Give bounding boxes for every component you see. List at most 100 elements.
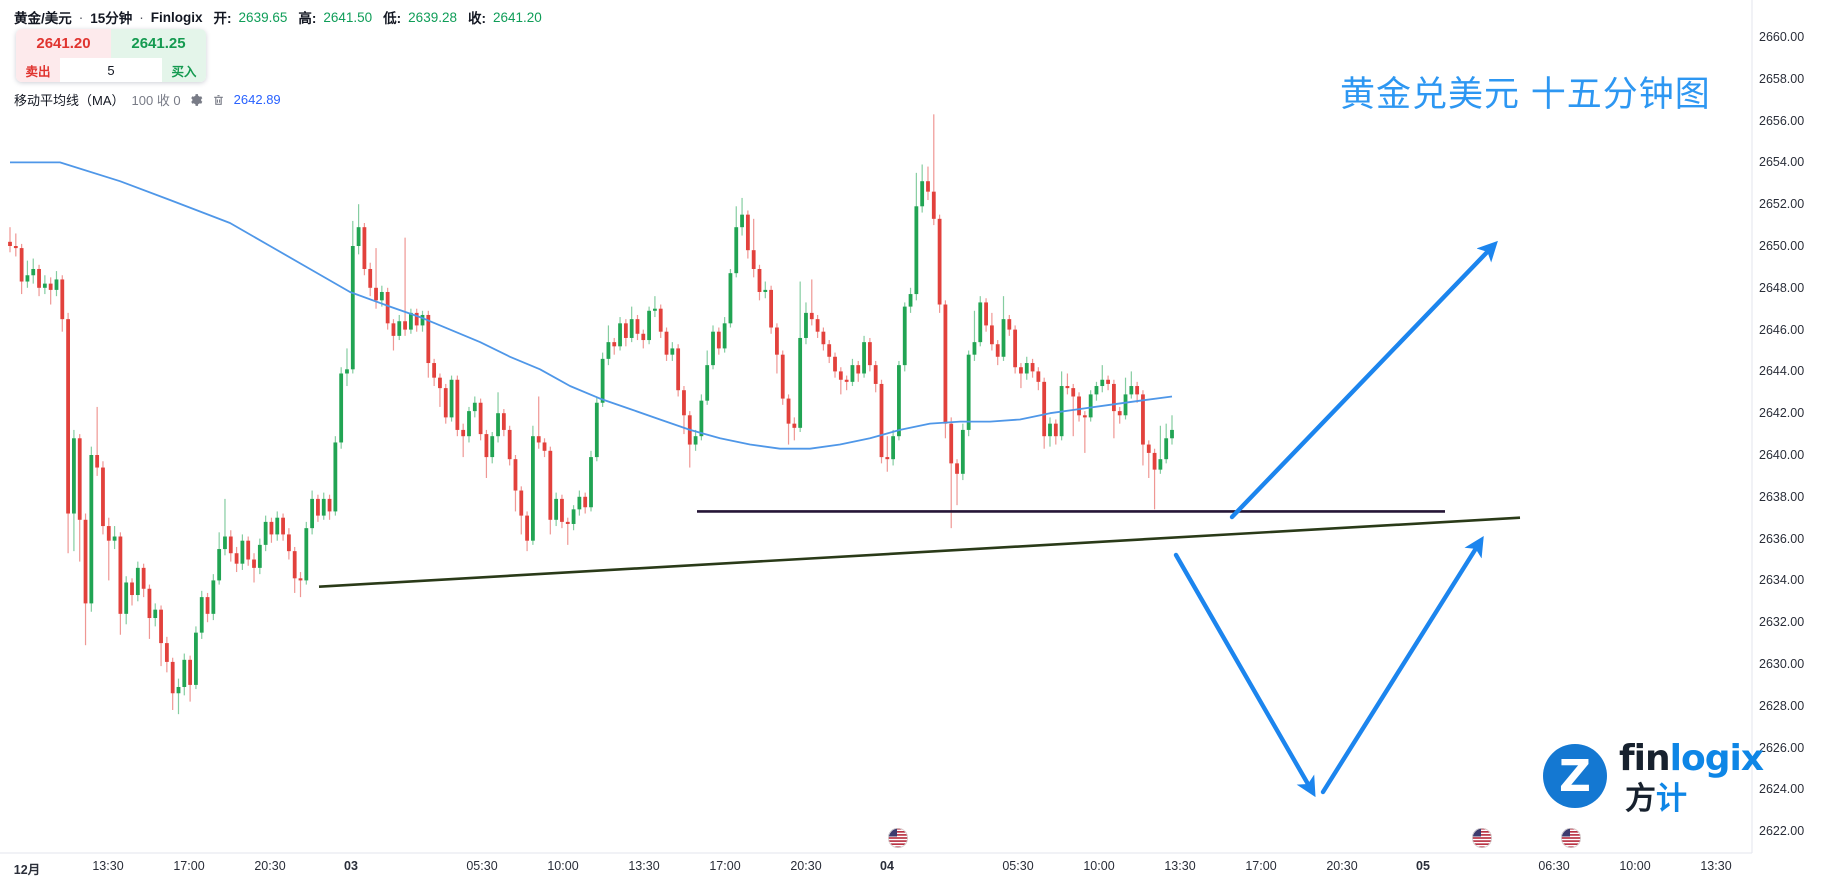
time-tick-label: 13:30 (1700, 859, 1732, 873)
candle-up (693, 429, 698, 451)
candle-up (54, 271, 59, 297)
candle-up (589, 450, 593, 512)
time-tick-label: 10:00 (547, 859, 579, 873)
candle-down (943, 300, 948, 439)
candle-down (426, 310, 431, 378)
time-tick-label: 10:00 (1083, 859, 1115, 873)
candle-down (281, 513, 285, 541)
candle-up (1123, 377, 1128, 420)
candle-up (1094, 381, 1099, 401)
candle-down (560, 494, 564, 529)
time-tick-label: 17:00 (173, 859, 205, 873)
candle-down (147, 584, 152, 639)
plot-area[interactable] (8, 114, 1174, 715)
candle-up (350, 220, 355, 374)
candle-down (716, 327, 721, 355)
candle-up (960, 423, 965, 481)
us-flag-icon[interactable] (1471, 827, 1493, 849)
candle-up (356, 204, 361, 255)
candle-up (420, 310, 425, 332)
annotation-title: 黄金兑美元 十五分钟图 (1340, 75, 1711, 114)
time-tick-label: 06:30 (1538, 859, 1570, 873)
candle-down (164, 636, 169, 673)
candle-down (780, 350, 785, 405)
candle-down (286, 528, 291, 560)
price-tick-label: 2622.00 (1759, 824, 1805, 839)
candle-down (844, 375, 849, 391)
projection-down-leg[interactable] (1173, 552, 1316, 798)
candle-down (228, 530, 233, 562)
gear-icon[interactable] (188, 92, 204, 108)
candle-down (484, 429, 489, 478)
candle-up (972, 310, 977, 361)
candle-down (815, 314, 820, 338)
candle-down (525, 511, 529, 552)
candle-up (379, 285, 384, 307)
candle-down (130, 578, 134, 606)
candle-up (722, 317, 727, 353)
ma-line[interactable] (10, 161, 1173, 450)
candle-up (920, 164, 925, 213)
candle-up (467, 406, 471, 443)
quantity-field[interactable]: 5 (60, 58, 162, 82)
candle-down (664, 327, 669, 361)
candle-down (368, 262, 373, 297)
buy-price-button[interactable]: 2641.25 (111, 29, 206, 58)
candle-down (885, 436, 890, 472)
candle-up (798, 281, 803, 433)
candle-up (176, 678, 181, 715)
ma-indicator-label: 移动平均线（MA） (14, 93, 125, 108)
candle-up (618, 317, 622, 351)
candle-down (461, 423, 466, 458)
logo-text-logix: logix (1669, 738, 1764, 779)
price-tick-label: 2660.00 (1759, 30, 1805, 44)
time-tick-label: 10:00 (1619, 859, 1651, 873)
us-flag-icon[interactable] (887, 827, 909, 849)
candle-down (687, 411, 692, 468)
indicator-row-ma[interactable]: 移动平均线（MA） 100 收 0 2642.89 (14, 90, 281, 109)
sell-tab[interactable]: 卖出 (16, 58, 60, 82)
candle-down (1152, 448, 1157, 510)
candle-down (1042, 377, 1047, 449)
candle-down (118, 532, 123, 635)
candle-down (926, 166, 930, 201)
candle-down (1117, 406, 1122, 424)
sell-price-button[interactable]: 2641.20 (16, 29, 111, 58)
candle-up (728, 268, 733, 328)
support-line[interactable] (318, 516, 1521, 588)
candle-down (1141, 390, 1145, 466)
candle-up (408, 308, 413, 334)
time-tick-label: 13:30 (92, 859, 124, 873)
candle-down (77, 434, 82, 562)
logo-text-fin: fin (1619, 738, 1671, 779)
open-label: 开: (213, 11, 232, 26)
candle-down (833, 352, 837, 378)
finlogix-logo: Z finlogix 方计 (1543, 738, 1773, 821)
candle-up (304, 521, 309, 585)
candle-up (199, 590, 204, 639)
time-tick-label: 03 (344, 859, 358, 873)
price-tick-label: 2626.00 (1759, 740, 1805, 755)
candle-up (449, 375, 454, 422)
candle-down (513, 455, 518, 512)
projection-up-long[interactable] (1229, 240, 1498, 520)
time-tick-label: 13:30 (628, 859, 660, 873)
projection-up-leg[interactable] (1320, 536, 1484, 795)
us-flag-icon[interactable] (1560, 827, 1582, 849)
candle-up (1100, 365, 1105, 393)
time-tick-label: 13:30 (1164, 859, 1196, 873)
trash-icon[interactable] (211, 92, 227, 108)
candle-up (1129, 371, 1134, 399)
candle-down (856, 360, 861, 382)
candle-down (984, 298, 988, 332)
candle-down (641, 329, 646, 349)
candle-down (949, 417, 954, 529)
candle-down (995, 340, 1000, 366)
price-tick-label: 2642.00 (1759, 406, 1805, 421)
chart-legend[interactable]: 黄金/美元 · 15分钟 · Finlogix 开: 2639.65 高: 26… (14, 7, 542, 27)
candle-up (670, 342, 675, 361)
buy-tab[interactable]: 买入 (162, 58, 206, 82)
candle-down (775, 323, 779, 374)
